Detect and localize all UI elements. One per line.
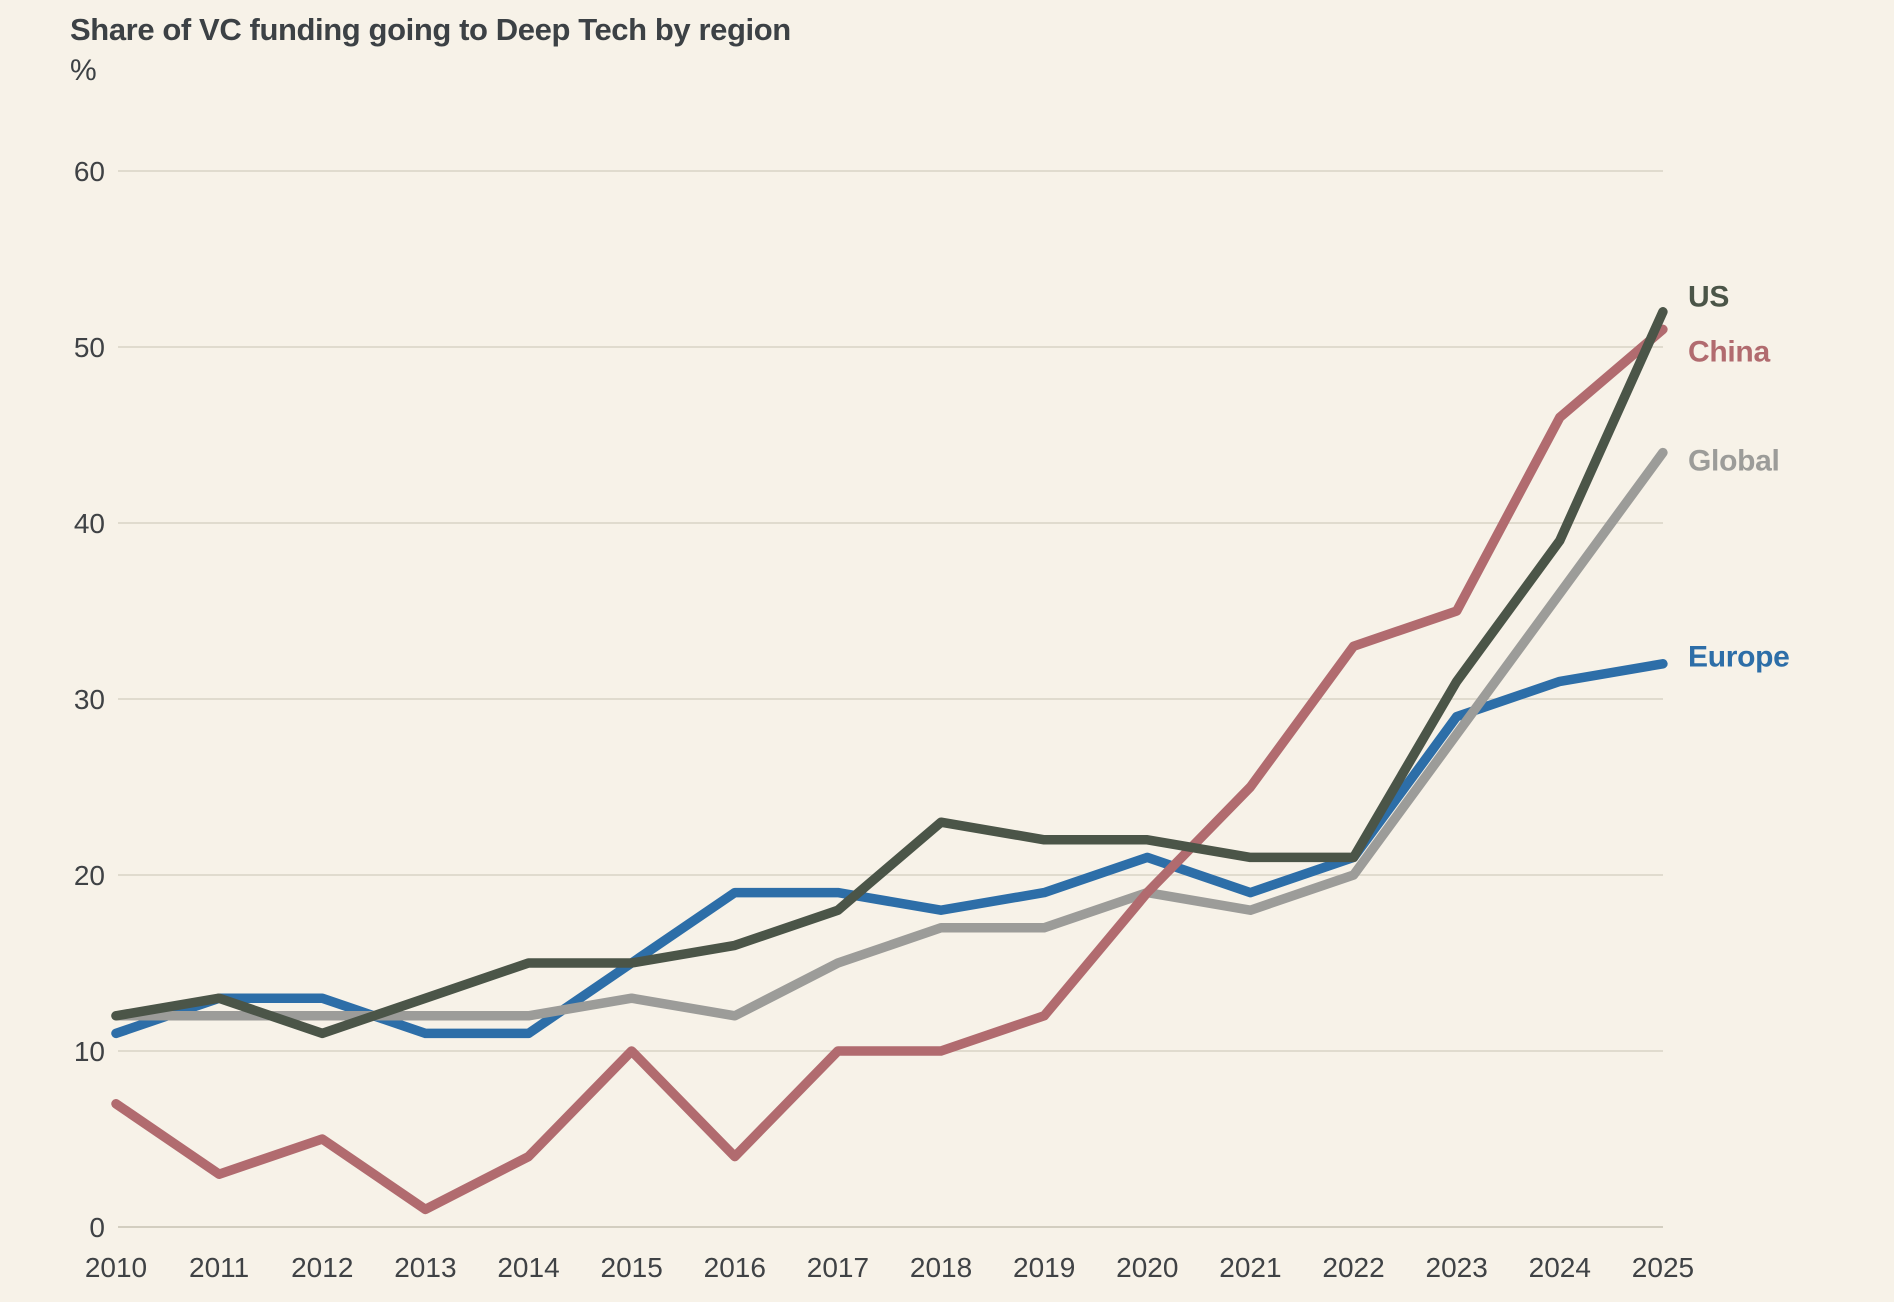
x-tick-label-2020: 2020 [1116, 1252, 1178, 1283]
x-tick-label-2013: 2013 [394, 1252, 456, 1283]
series-label-us: US [1688, 281, 1729, 314]
y-tick-label-30: 30 [74, 684, 105, 715]
y-tick-label-10: 10 [74, 1036, 105, 1067]
x-tick-label-2019: 2019 [1013, 1252, 1075, 1283]
x-tick-label-2010: 2010 [85, 1252, 147, 1283]
x-tick-label-2017: 2017 [807, 1252, 869, 1283]
x-tick-label-2016: 2016 [704, 1252, 766, 1283]
x-tick-label-2011: 2011 [189, 1252, 249, 1283]
y-tick-label-40: 40 [74, 508, 105, 539]
x-axis-labels: 2010 2011 2012 2013 2014 2015 2016 2017 2018 2019… [85, 1252, 1694, 1283]
x-tick-label-2015: 2015 [601, 1252, 663, 1283]
x-tick-label-2021: 2021 [1219, 1252, 1281, 1283]
gridlines [118, 170, 1663, 1228]
x-tick-label-2012: 2012 [291, 1252, 353, 1283]
x-tick-label-2014: 2014 [497, 1252, 559, 1283]
series-line-china [111, 324, 1668, 1215]
chart-title: Share of VC funding going to Deep Tech b… [70, 12, 791, 47]
series-lines [111, 307, 1668, 1215]
x-tick-label-2018: 2018 [910, 1252, 972, 1283]
series-label-china: China [1688, 335, 1770, 368]
y-tick-label-50: 50 [74, 332, 105, 363]
x-tick-label-2023: 2023 [1426, 1252, 1488, 1283]
y-tick-label-0: 0 [89, 1212, 105, 1243]
x-tick-label-2024: 2024 [1529, 1252, 1591, 1283]
y-tick-label-60: 60 [74, 156, 105, 187]
series-end-labels: US China Global Europe [1688, 281, 1790, 674]
y-axis-labels: 0 10 20 30 40 50 60 [74, 156, 105, 1243]
series-label-europe: Europe [1688, 641, 1790, 674]
x-tick-label-2025: 2025 [1632, 1252, 1694, 1283]
chart-unit-label: % [70, 54, 97, 87]
series-line-us [111, 307, 1668, 1039]
x-tick-label-2022: 2022 [1322, 1252, 1384, 1283]
series-label-global: Global [1688, 445, 1780, 478]
y-tick-label-20: 20 [74, 860, 105, 891]
